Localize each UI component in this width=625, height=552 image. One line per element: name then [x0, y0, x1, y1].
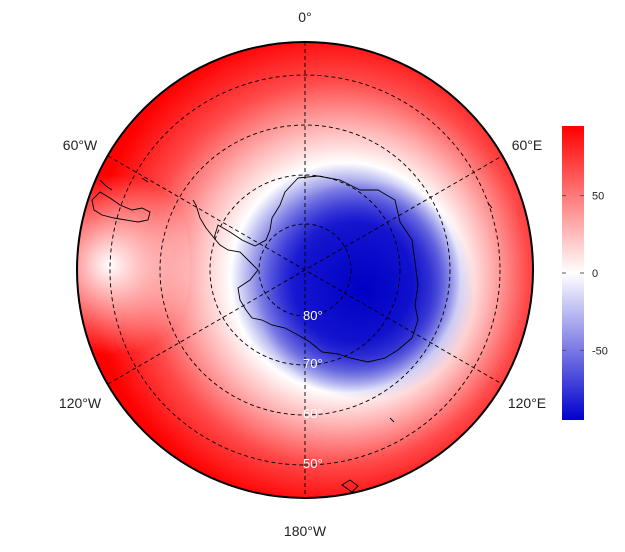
- coastlines: [91, 175, 493, 493]
- map-border: [76, 41, 534, 499]
- antarctica-coast: [213, 175, 419, 363]
- field-neutral-west: [77, 155, 190, 375]
- field-layer: [77, 42, 533, 498]
- colorbar-ticks: 50 0 -50: [562, 191, 608, 357]
- lat-label-80: 80°: [303, 308, 323, 323]
- latitude-labels: 80° 70° 60° 50°: [303, 308, 323, 471]
- colorbar: 50 0 -50: [562, 126, 608, 420]
- antarctic-peninsula: [192, 199, 215, 239]
- south-america-tip: [91, 191, 151, 223]
- lat-label-50: 50°: [303, 456, 323, 471]
- south-america-coast: [99, 179, 113, 191]
- lat-label-70: 70°: [303, 356, 323, 371]
- lon-label-lower-right: 120°E: [508, 395, 546, 411]
- lat-label-60: 60°: [303, 406, 323, 421]
- lon-label-top: 0°: [298, 9, 311, 25]
- colorbar-tick-label: -50: [592, 345, 608, 357]
- island-1: [141, 177, 149, 183]
- meridian-120w-60e: [107, 155, 503, 385]
- graticule: [107, 42, 503, 498]
- new-zealand-tip: [341, 479, 359, 493]
- lat-circle-50: [109, 74, 501, 466]
- colorbar-tick-label: 50: [592, 191, 604, 203]
- longitude-labels: 0° 60°W 60°E 120°W 120°E 180°W: [59, 9, 546, 539]
- lon-label-upper-left: 60°W: [63, 137, 98, 153]
- field-low-core: [245, 180, 485, 400]
- colorbar-gradient: [562, 126, 584, 420]
- lon-label-bottom: 180°W: [284, 523, 327, 539]
- colorbar-tick-label: 0: [592, 268, 598, 280]
- lon-label-lower-left: 120°W: [59, 395, 102, 411]
- lon-label-upper-right: 60°E: [512, 137, 543, 153]
- island-3: [389, 417, 395, 423]
